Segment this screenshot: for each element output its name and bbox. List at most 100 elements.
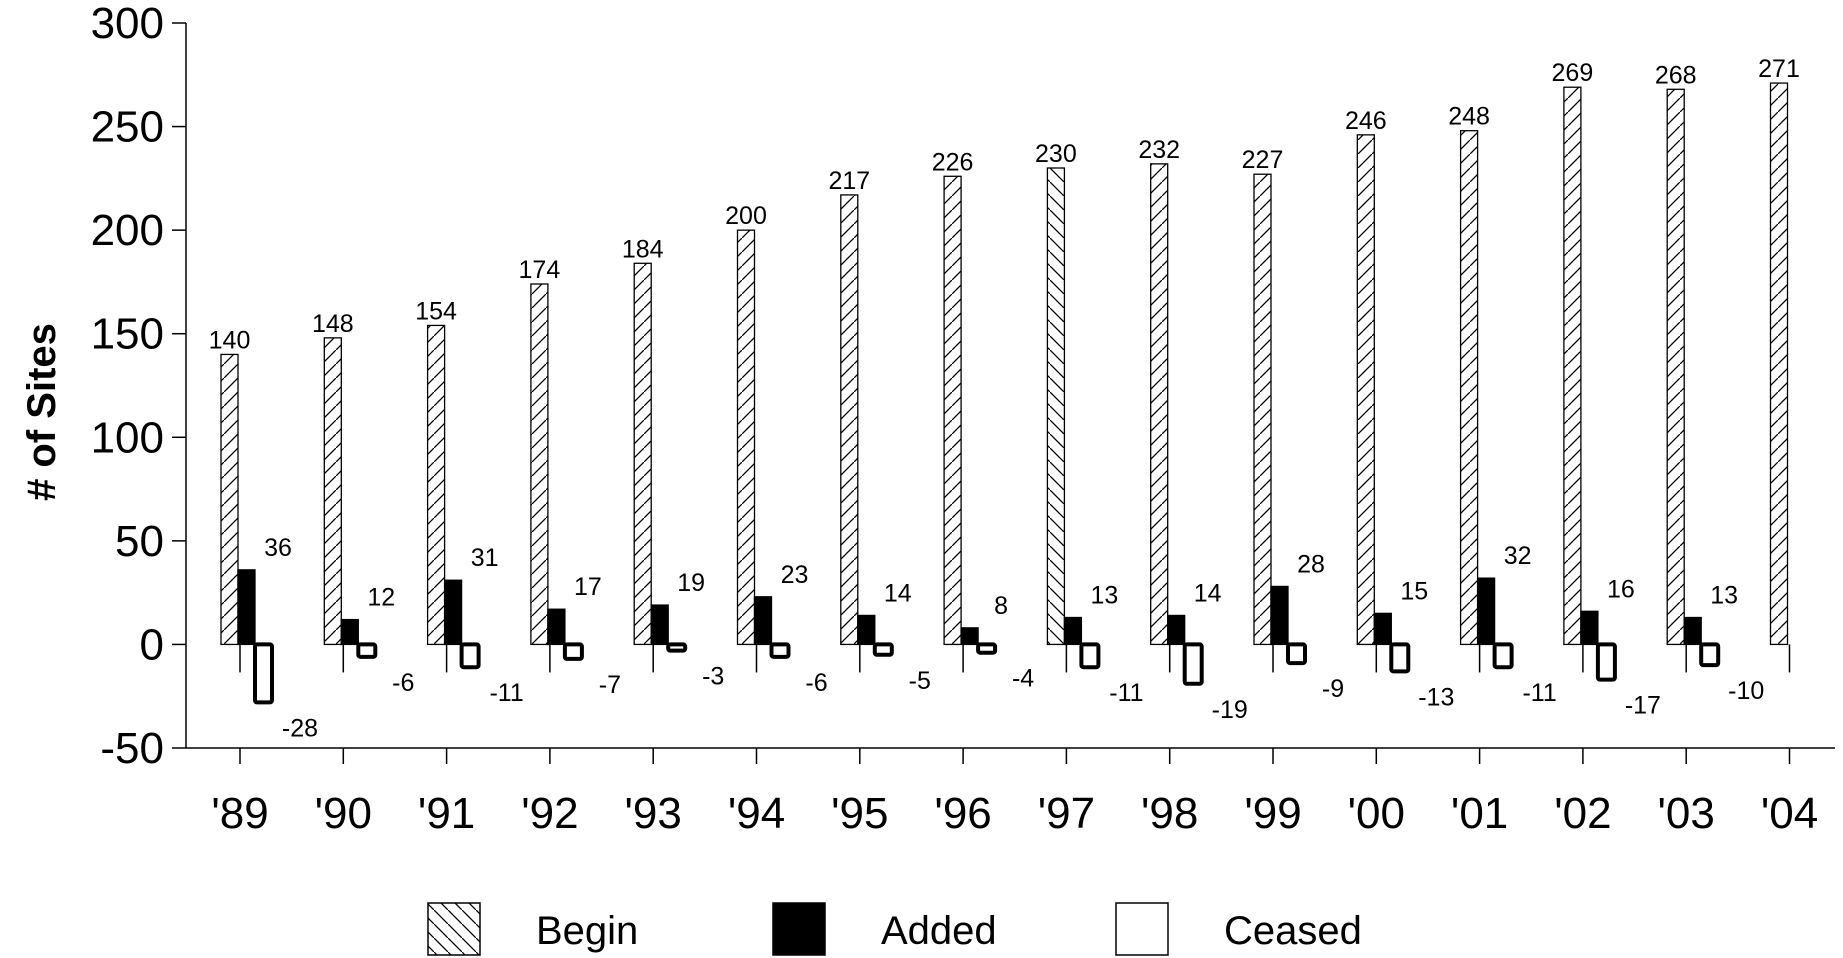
data-label-ceased-98: -19: [1212, 696, 1248, 724]
bars: [220, 82, 1789, 705]
bar-added-97: [1063, 616, 1083, 646]
data-label-ceased-89: -28: [282, 714, 318, 742]
bar-begin-03: [1666, 88, 1685, 646]
x-tick-label-97: '97: [1038, 789, 1095, 838]
bar-added-98: [1167, 614, 1186, 646]
bar-begin-97: [1046, 167, 1066, 646]
data-label-begin-92: 174: [519, 256, 561, 284]
x-tick-label-02: '02: [1554, 789, 1611, 838]
x-tick-label-93: '93: [625, 789, 682, 838]
data-label-added-03: 13: [1710, 582, 1738, 610]
y-tick-label: 150: [91, 310, 164, 359]
bar-added-93: [650, 604, 669, 646]
bar-ceased-98: [1182, 642, 1204, 686]
bar-begin-95: [840, 194, 859, 646]
bar-begin-93: [633, 262, 652, 646]
bar-ceased-95: [872, 642, 894, 657]
data-label-begin-98: 232: [1138, 136, 1180, 164]
data-label-ceased-90: -6: [392, 669, 414, 697]
legend-swatch-added: [772, 902, 826, 956]
bar-added-92: [547, 608, 566, 646]
data-label-added-91: 31: [471, 544, 499, 572]
data-labels: 14036-2814812-615431-1117417-718419-3200…: [209, 55, 1800, 742]
x-tick-label-03: '03: [1658, 789, 1715, 838]
bar-added-94: [753, 596, 773, 646]
data-label-ceased-02: -17: [1625, 692, 1661, 720]
x-tick-label-90: '90: [315, 789, 372, 838]
data-label-begin-97: 230: [1035, 140, 1077, 168]
y-tick-label: 300: [91, 0, 164, 48]
bar-added-03: [1683, 616, 1702, 646]
data-label-added-95: 14: [884, 579, 912, 607]
bar-ceased-01: [1492, 642, 1514, 670]
data-label-begin-89: 140: [209, 326, 251, 354]
y-tick-label: -50: [100, 724, 164, 773]
y-axis-title: # of Sites: [20, 323, 64, 501]
bar-begin-01: [1459, 130, 1479, 646]
bar-begin-92: [530, 283, 549, 646]
bar-added-95: [857, 614, 876, 646]
bar-ceased-02: [1595, 642, 1617, 682]
data-label-ceased-97: -11: [1109, 679, 1143, 707]
legend: Begin Added Ceased: [427, 902, 1362, 956]
data-label-ceased-93: -3: [702, 663, 724, 691]
bar-ceased-99: [1286, 642, 1307, 666]
data-label-added-02: 16: [1607, 575, 1635, 603]
data-label-begin-90: 148: [312, 310, 354, 338]
data-label-ceased-01: -11: [1522, 679, 1556, 707]
data-label-added-96: 8: [994, 592, 1008, 620]
data-label-added-99: 28: [1297, 550, 1325, 578]
x-tick-label-89: '89: [211, 789, 268, 838]
bar-ceased-89: [253, 642, 274, 705]
bar-ceased-03: [1699, 642, 1721, 668]
data-label-added-97: 13: [1090, 582, 1118, 610]
x-tick-label-98: '98: [1141, 789, 1198, 838]
x-axis: '89 '90 '91 '92 '93 '94 '95 '96 '97 '98 '99 '00 '01 '…: [186, 644, 1835, 838]
data-label-ceased-94: -6: [805, 669, 827, 697]
x-tick-label-91: '91: [418, 789, 475, 838]
bar-ceased-97: [1079, 642, 1101, 670]
legend-swatch-begin: [427, 902, 481, 956]
data-label-added-93: 19: [677, 569, 705, 597]
bar-begin-00: [1356, 134, 1375, 646]
bar-begin-89: [220, 353, 239, 646]
bar-added-01: [1476, 577, 1496, 646]
data-label-ceased-00: -13: [1418, 683, 1454, 711]
data-label-added-92: 17: [574, 573, 602, 601]
data-label-ceased-96: -4: [1012, 665, 1034, 693]
x-tick-label-94: '94: [728, 789, 785, 838]
y-tick-label: 50: [115, 517, 164, 566]
bar-ceased-90: [356, 642, 378, 659]
data-label-ceased-99: -9: [1322, 675, 1344, 703]
x-tick-label-99: '99: [1244, 789, 1301, 838]
y-tick-label: 100: [91, 413, 164, 462]
data-label-begin-00: 246: [1345, 107, 1387, 135]
data-label-begin-91: 154: [415, 297, 457, 325]
bar-ceased-96: [976, 642, 998, 655]
data-label-begin-94: 200: [725, 202, 767, 230]
legend-swatch-ceased: [1115, 902, 1169, 956]
data-label-added-00: 15: [1400, 577, 1428, 605]
x-tick-label-00: '00: [1348, 789, 1405, 838]
legend-label-added: Added: [881, 909, 997, 953]
data-label-ceased-95: -5: [909, 667, 931, 695]
data-label-ceased-91: -11: [489, 679, 523, 707]
x-tick-label-92: '92: [521, 789, 578, 838]
data-label-ceased-92: -7: [599, 671, 621, 699]
bar-begin-99: [1253, 173, 1272, 646]
bar-ceased-94: [769, 642, 791, 659]
legend-label-begin: Begin: [536, 909, 638, 953]
data-label-begin-96: 226: [932, 148, 974, 176]
bar-ceased-00: [1389, 642, 1411, 674]
x-tick-label-01: '01: [1451, 789, 1508, 838]
legend-label-ceased: Ceased: [1224, 909, 1362, 953]
bar-added-02: [1580, 610, 1599, 646]
data-label-begin-03: 268: [1655, 61, 1697, 89]
y-axis: -50 0 50 100 150 200 250 300: [91, 0, 187, 773]
bar-begin-98: [1150, 163, 1169, 646]
y-tick-label: 0: [140, 620, 164, 669]
data-label-begin-02: 269: [1552, 59, 1594, 87]
bar-added-99: [1270, 585, 1289, 646]
bar-begin-96: [943, 175, 962, 646]
data-label-begin-95: 217: [828, 167, 870, 195]
